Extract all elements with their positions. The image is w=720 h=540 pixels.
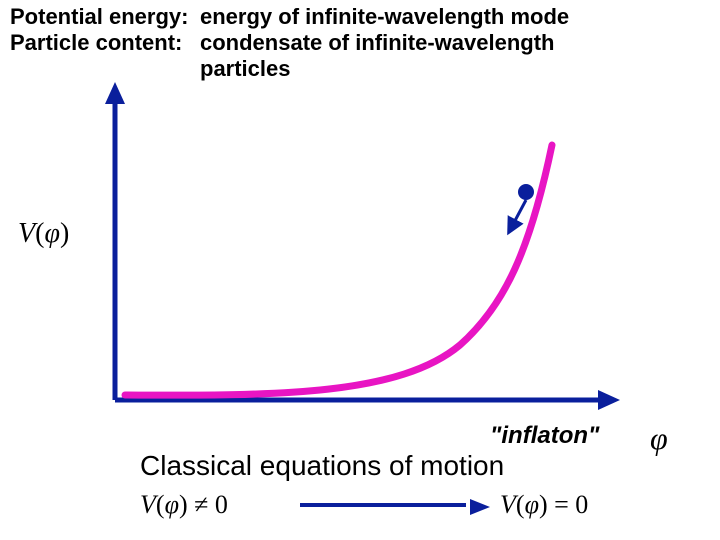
- equation-arrowhead: [470, 499, 490, 515]
- footer-title-text: Classical equations of motion: [140, 450, 504, 481]
- potential-curve: [125, 145, 552, 395]
- eq-right-V: V: [500, 490, 516, 519]
- y-axis-arrowhead: [105, 82, 125, 104]
- y-label-V: V: [18, 218, 35, 249]
- x-label-phi: φ: [650, 420, 668, 456]
- y-axis-label: V(φ): [18, 218, 69, 250]
- x-axis-label: φ: [650, 420, 668, 457]
- equation-left: V(φ) ≠ 0: [140, 490, 228, 520]
- eq-right-phi: φ: [525, 490, 539, 519]
- inflaton-text: "inflaton": [490, 422, 599, 449]
- eq-left-V: V: [140, 490, 156, 519]
- y-label-phi: φ: [44, 218, 60, 249]
- eq-left-phi: φ: [165, 490, 179, 519]
- motion-arrow: [510, 200, 526, 230]
- x-axis-arrowhead: [598, 390, 620, 410]
- equation-right: V(φ) = 0: [500, 490, 588, 520]
- inflaton-label: "inflaton": [490, 422, 599, 450]
- footer-title: Classical equations of motion: [140, 450, 504, 482]
- eq-right-eq: = 0: [554, 490, 588, 519]
- field-point-dot: [518, 184, 534, 200]
- eq-left-ne: ≠ 0: [194, 490, 228, 519]
